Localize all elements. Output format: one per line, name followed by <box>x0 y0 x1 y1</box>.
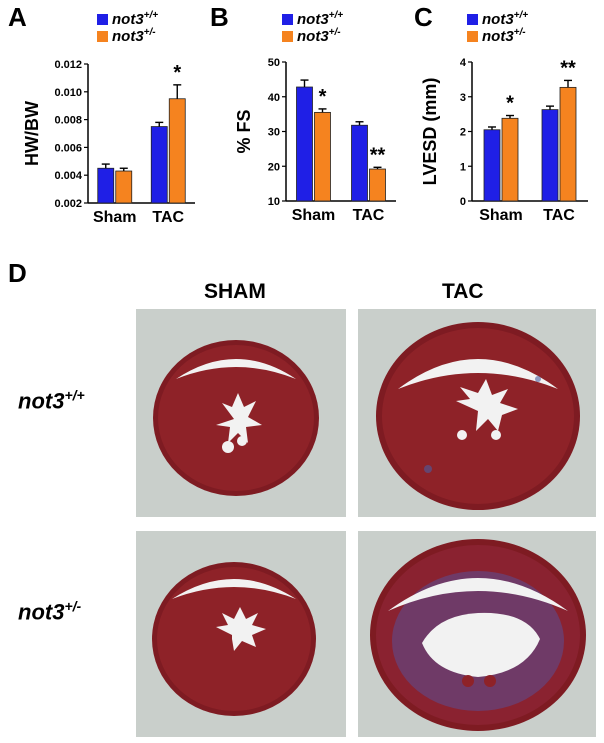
significance-mark: * <box>319 86 327 108</box>
bar <box>314 111 331 202</box>
chart-fs: not3+/+not3+/- 10 20 30 40 50 % FS Sham * TAC ** <box>234 10 396 224</box>
row-header-het-base: not3 <box>18 599 65 625</box>
y-tick-label: 40 <box>268 92 280 104</box>
x-tick-label: Sham <box>93 209 137 226</box>
significance-mark: * <box>173 62 181 84</box>
row-header-het: not3+/- <box>18 598 81 625</box>
y-tick-label: 4 <box>460 57 467 69</box>
x-tick-label: TAC <box>543 207 575 224</box>
bar <box>541 109 559 202</box>
heart-section-tac-wt <box>358 309 596 517</box>
panel-label-d: D <box>8 258 27 288</box>
legend-swatch <box>97 31 108 42</box>
legend-label: not3+/- <box>297 27 341 45</box>
y-tick-label: 20 <box>268 161 280 173</box>
bar <box>97 167 115 204</box>
x-tick-label: Sham <box>479 207 523 224</box>
row-header-wt-base: not3 <box>18 388 65 414</box>
y-tick-label: 50 <box>268 57 280 69</box>
bar <box>483 129 501 202</box>
row-header-het-sup: +/- <box>64 598 82 614</box>
y-axis-label: LVESD (mm) <box>420 78 440 186</box>
legend-label: not3+/+ <box>112 10 158 28</box>
y-tick-label: 3 <box>460 92 466 104</box>
chart-hw-bw: not3+/+not3+/- 0.002 0.004 0.006 0.008 0.010 0… <box>22 10 195 226</box>
histology-tac-het <box>358 531 596 737</box>
x-tick-label: TAC <box>152 209 184 226</box>
legend-label: not3+/- <box>112 27 156 45</box>
row-header-wt: not3+/+ <box>18 387 85 414</box>
legend-label: not3+/+ <box>297 10 343 28</box>
bar <box>115 170 133 204</box>
legend-swatch <box>467 14 478 25</box>
histology-sham-wt <box>136 309 346 517</box>
significance-mark: * <box>506 93 514 115</box>
y-tick-label: 0.004 <box>54 170 82 182</box>
y-tick-label: 0 <box>460 196 466 208</box>
column-header-tac: TAC <box>442 280 484 303</box>
y-tick-label: 0.008 <box>54 115 82 127</box>
legend-label: not3+/+ <box>482 10 528 28</box>
significance-mark: ** <box>370 144 386 166</box>
y-tick-label: 0.002 <box>54 198 82 210</box>
y-tick-label: 0.010 <box>54 87 82 99</box>
heart-section-tac-het <box>358 531 596 737</box>
bar <box>150 126 168 204</box>
bar <box>501 117 519 202</box>
y-tick-label: 1 <box>460 161 466 173</box>
y-tick-label: 2 <box>460 127 466 139</box>
heart-section-sham-wt <box>136 309 346 517</box>
column-header-sham: SHAM <box>204 280 266 303</box>
legend-swatch <box>97 14 108 25</box>
legend-label: not3+/- <box>482 27 526 45</box>
histology-sham-het <box>136 531 346 737</box>
y-axis-label: HW/BW <box>22 101 42 166</box>
y-tick-label: 0.006 <box>54 142 82 154</box>
row-header-wt-sup: +/+ <box>64 387 85 403</box>
histology-tac-wt <box>358 309 596 517</box>
panel-label-b: B <box>210 2 229 32</box>
legend-swatch <box>467 31 478 42</box>
y-tick-label: 10 <box>268 196 280 208</box>
panel-label-c: C <box>414 2 433 32</box>
chart-lvesd: not3+/+not3+/- 0 1 2 3 4 LVESD (mm) Sham * TAC ** <box>420 10 588 224</box>
bar <box>369 168 386 202</box>
y-tick-label: 30 <box>268 127 280 139</box>
x-tick-label: Sham <box>292 207 336 224</box>
legend-swatch <box>282 31 293 42</box>
legend-swatch <box>282 14 293 25</box>
panel-label-a: A <box>8 2 27 32</box>
bar <box>559 86 577 202</box>
bar <box>168 98 186 204</box>
heart-section-sham-het <box>136 531 346 737</box>
significance-mark: ** <box>560 57 576 79</box>
bar <box>296 86 313 202</box>
y-axis-label: % FS <box>234 109 254 153</box>
y-tick-label: 0.012 <box>54 59 82 71</box>
x-tick-label: TAC <box>353 207 385 224</box>
bar <box>351 124 368 202</box>
